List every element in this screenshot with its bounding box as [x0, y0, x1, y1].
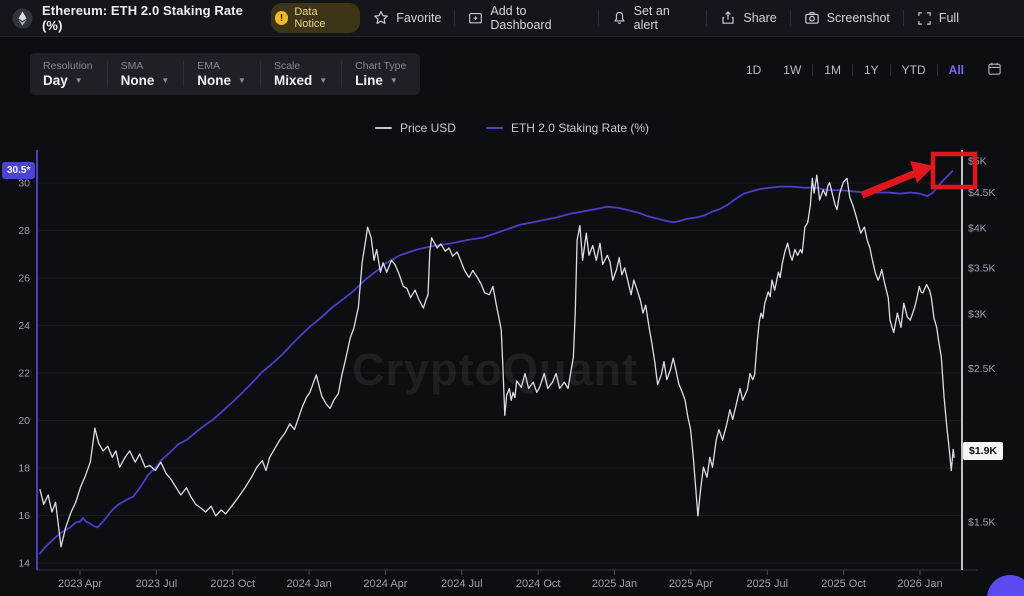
ema-dropdown[interactable]: EMA None ▼ — [197, 60, 246, 88]
chevron-down-icon: ▼ — [389, 76, 398, 85]
chevron-down-icon: ▼ — [319, 76, 328, 85]
resolution-dropdown[interactable]: Resolution Day ▼ — [43, 60, 93, 88]
top-bar: Ethereum: ETH 2.0 Staking Rate (%) ! Dat… — [0, 0, 1024, 37]
data-notice-badge[interactable]: ! Data Notice — [270, 3, 361, 33]
x-axis-label: 2025 Oct — [821, 578, 866, 590]
x-axis-label: 2024 Oct — [516, 578, 561, 590]
divider — [106, 61, 108, 87]
divider — [597, 10, 599, 26]
set-an-alert-button[interactable]: Set an alert — [599, 4, 707, 32]
expand-icon — [918, 11, 931, 25]
legend-label: ETH 2.0 Staking Rate (%) — [510, 121, 650, 135]
share-icon — [722, 11, 734, 24]
chevron-down-icon: ▼ — [74, 76, 83, 85]
range-button-1y[interactable]: 1Y — [863, 63, 879, 77]
legend-label: Price USD — [399, 121, 456, 135]
right-axis-label: $4K — [968, 222, 987, 234]
chat-widget-button[interactable] — [987, 575, 1024, 596]
sma-dropdown[interactable]: SMA None ▼ — [120, 60, 170, 88]
time-range-bar: 1D 1W 1M 1Y YTD All — [735, 56, 1010, 84]
left-axis-label: 14 — [18, 558, 30, 570]
ethereum-icon — [12, 7, 33, 29]
screenshot-button[interactable]: Screenshot — [791, 8, 903, 28]
chart-legend: Price USD ETH 2.0 Staking Rate (%) — [0, 121, 1024, 135]
camera-icon — [804, 12, 819, 24]
x-axis-label: 2023 Apr — [58, 578, 102, 590]
right-axis-label: $2.5K — [968, 363, 995, 375]
range-button-1m[interactable]: 1M — [824, 63, 841, 77]
right-axis-label: $3.5K — [968, 262, 995, 274]
annotation-highlight-box — [930, 151, 978, 190]
left-axis-label: 16 — [18, 510, 30, 522]
warning-icon: ! — [274, 11, 289, 25]
divider — [454, 10, 456, 26]
divider — [902, 10, 904, 26]
bell-icon — [614, 11, 625, 24]
divider — [851, 64, 853, 76]
full-screen-button[interactable]: Full — [904, 8, 972, 28]
calendar-icon — [988, 62, 1001, 75]
left-axis-label: 30 — [18, 178, 30, 190]
annotation-arrow-head — [910, 161, 934, 183]
price-line — [39, 174, 955, 548]
divider — [341, 61, 343, 87]
range-button-1d[interactable]: 1D — [745, 63, 762, 77]
range-button-all[interactable]: All — [948, 63, 964, 77]
add-to-dashboard-button[interactable]: Add to Dashboard — [455, 4, 597, 32]
divider — [889, 64, 891, 76]
calendar-button[interactable] — [975, 57, 1010, 83]
left-axis-label: 24 — [18, 320, 30, 332]
right-axis-label: $1.5K — [968, 516, 995, 528]
left-axis-label: 26 — [18, 273, 30, 285]
favorite-button[interactable]: Favorite — [360, 8, 454, 28]
x-axis-label: 2023 Jul — [136, 578, 178, 590]
x-axis-label: 2025 Apr — [669, 578, 713, 590]
price-line-swatch — [374, 127, 392, 129]
price-last-value-badge: $1.9K — [963, 442, 1004, 460]
folder-plus-icon — [469, 12, 483, 24]
x-axis-label: 2026 Jan — [897, 578, 942, 590]
chevron-down-icon: ▼ — [238, 76, 246, 85]
right-axis-label: $3K — [968, 309, 987, 321]
divider — [706, 10, 708, 26]
divider — [812, 64, 814, 76]
staking-line-swatch — [485, 127, 503, 129]
right-axis-label: $4.5K — [968, 187, 995, 199]
staking-rate-last-value-badge: 30.5* — [2, 162, 36, 179]
annotation-arrow-shaft — [860, 169, 918, 199]
x-axis-label: 2025 Jan — [592, 578, 637, 590]
star-icon — [374, 11, 389, 24]
range-button-1w[interactable]: 1W — [783, 63, 802, 77]
left-axis-label: 28 — [18, 225, 30, 237]
x-axis-label: 2023 Oct — [210, 578, 255, 590]
scale-dropdown[interactable]: Scale Mixed ▼ — [273, 60, 328, 88]
chart-type-dropdown[interactable]: Chart Type Line ▼ — [355, 60, 407, 88]
divider — [936, 64, 938, 76]
divider — [789, 10, 791, 26]
x-axis-label: 2024 Jan — [286, 578, 331, 590]
chevron-down-icon: ▼ — [161, 76, 170, 85]
page-title: Ethereum: ETH 2.0 Staking Rate (%) — [42, 3, 243, 33]
chart-toolbar: Resolution Day ▼ SMA None ▼ EMA None ▼ Scal… — [30, 53, 421, 95]
left-axis-label: 18 — [18, 463, 30, 475]
legend-item-staking-rate[interactable]: ETH 2.0 Staking Rate (%) — [485, 121, 650, 135]
share-button[interactable]: Share — [707, 8, 789, 28]
x-axis-label: 2024 Jul — [441, 578, 483, 590]
range-button-ytd[interactable]: YTD — [901, 63, 926, 77]
header-actions: Favorite Add to Dashboard Set an alert S… — [360, 0, 1010, 36]
right-axis-label: $5K — [968, 156, 987, 168]
staking-rate-line — [39, 170, 954, 555]
left-axis-label: 22 — [18, 368, 30, 380]
x-axis-label: 2024 Apr — [363, 578, 407, 590]
left-axis-label: 20 — [18, 415, 30, 427]
divider — [183, 61, 185, 87]
divider — [259, 61, 261, 87]
legend-item-price[interactable]: Price USD — [374, 121, 456, 135]
cryptoquant-watermark: CryptoQuant — [352, 344, 638, 395]
x-axis-label: 2025 Jul — [746, 578, 788, 590]
